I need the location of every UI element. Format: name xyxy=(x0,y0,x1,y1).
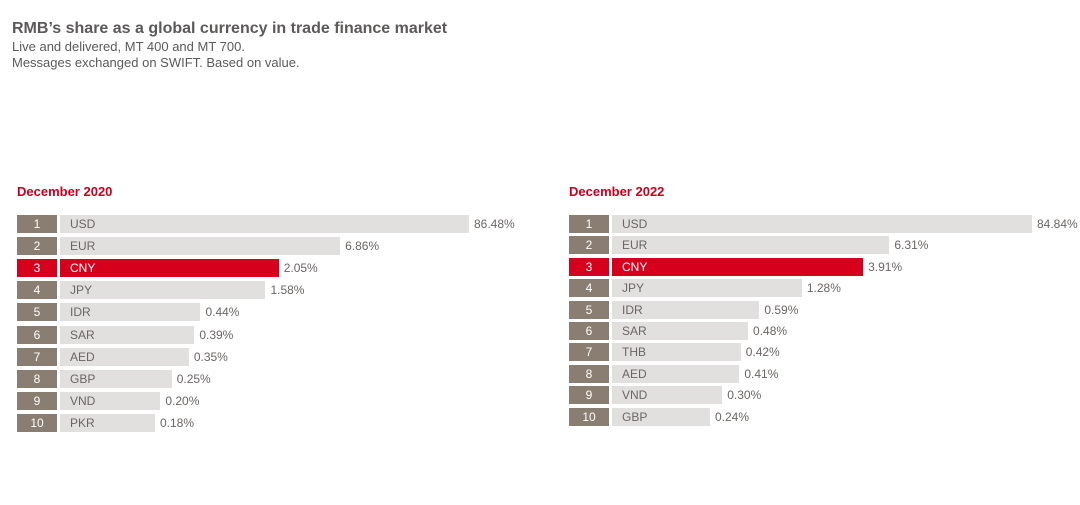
value-label: 2.05% xyxy=(283,261,318,276)
bar xyxy=(612,300,760,319)
category-label: GBP xyxy=(622,409,648,424)
rank-label: 1 xyxy=(17,215,57,233)
rank-label: 10 xyxy=(17,413,57,432)
value-label: 0.39% xyxy=(199,327,234,342)
bar-rows: 1 USD 86.48% 2 EUR 6.86% 3 CNY 2.05% 4 JPY 1.58% 5 ID… xyxy=(17,215,515,432)
rank-label: 8 xyxy=(569,364,609,383)
rank-label: 8 xyxy=(17,369,57,388)
value-label: 6.86% xyxy=(345,239,380,254)
category-label: SAR xyxy=(70,327,95,342)
bar xyxy=(612,364,740,383)
category-label: THB xyxy=(622,345,646,360)
value-label: 0.41% xyxy=(744,366,779,381)
category-label: IDR xyxy=(622,302,643,317)
rank-label: 1 xyxy=(569,215,609,233)
category-label: PKR xyxy=(70,415,95,430)
bar xyxy=(612,257,864,276)
bar-rows: 1 USD 84.84% 2 EUR 6.31% 3 CNY 3.91% 4 JPY 1.28% 5 ID… xyxy=(569,215,1078,426)
category-label: IDR xyxy=(70,305,91,320)
rank-label: 3 xyxy=(17,259,57,278)
value-label: 1.58% xyxy=(270,283,305,298)
value-label: 86.48% xyxy=(474,217,515,231)
rank-label: 9 xyxy=(569,386,609,405)
category-label: VND xyxy=(622,388,648,403)
rank-label: 5 xyxy=(569,300,609,319)
bar xyxy=(60,281,266,300)
bar xyxy=(60,237,341,256)
value-label: 0.18% xyxy=(160,415,195,430)
rank-label: 4 xyxy=(569,279,609,298)
chart-title: RMB’s share as a global currency in trad… xyxy=(12,20,448,37)
value-label: 1.28% xyxy=(806,281,841,296)
value-label: 0.42% xyxy=(745,345,780,360)
rank-label: 3 xyxy=(569,257,609,276)
bar xyxy=(60,369,172,388)
rank-label: 9 xyxy=(17,391,57,410)
bar xyxy=(612,279,802,298)
category-label: AED xyxy=(622,366,647,381)
value-label: 3.91% xyxy=(868,259,903,274)
value-label: 84.84% xyxy=(1037,217,1078,231)
bar xyxy=(612,343,741,362)
rank-label: 7 xyxy=(17,347,57,366)
category-label: CNY xyxy=(70,261,96,276)
panel-december-2022: December 2022 1 USD 84.84% 2 EUR 6.31% 3 CNY 3.9… xyxy=(569,183,1078,426)
bar xyxy=(612,407,710,426)
value-label: 0.25% xyxy=(176,371,211,386)
category-label: USD xyxy=(622,217,648,231)
bar xyxy=(60,347,189,366)
rank-label: 5 xyxy=(17,303,57,322)
panel-december-2020: December 2020 1 USD 86.48% 2 EUR 6.86% 3 CNY 2.0… xyxy=(17,183,515,432)
bar xyxy=(60,325,195,344)
chart-header: RMB’s share as a global currency in trad… xyxy=(12,19,447,71)
category-label: GBP xyxy=(70,371,96,386)
value-label: 0.59% xyxy=(764,302,799,317)
category-label: EUR xyxy=(622,238,648,253)
category-label: JPY xyxy=(70,283,93,298)
rank-label: 4 xyxy=(17,281,57,300)
value-label: 0.20% xyxy=(165,393,200,408)
bar xyxy=(60,391,161,410)
category-label: AED xyxy=(70,349,95,364)
value-label: 0.30% xyxy=(727,388,762,403)
chart-subtitle-line1: Live and delivered, MT 400 and MT 700. xyxy=(12,39,245,54)
rank-label: 2 xyxy=(569,236,609,255)
bar xyxy=(612,386,723,405)
rank-label: 10 xyxy=(569,407,609,426)
bar xyxy=(60,259,279,278)
panel-title: December 2022 xyxy=(569,184,665,199)
bar xyxy=(612,236,890,255)
category-label: JPY xyxy=(622,281,645,296)
bar xyxy=(612,322,749,340)
rank-label: 7 xyxy=(569,343,609,362)
category-label: USD xyxy=(70,217,96,231)
value-label: 0.48% xyxy=(753,324,788,338)
panel-title: December 2020 xyxy=(17,184,113,199)
category-label: EUR xyxy=(70,239,96,254)
category-label: SAR xyxy=(622,324,647,338)
bar xyxy=(612,215,1032,233)
category-label: VND xyxy=(70,393,96,408)
bar xyxy=(60,215,469,233)
value-label: 0.24% xyxy=(715,409,750,424)
rank-label: 6 xyxy=(569,322,609,340)
value-label: 0.44% xyxy=(205,305,240,320)
category-label: CNY xyxy=(622,259,648,274)
chart-subtitle-line2: Messages exchanged on SWIFT. Based on va… xyxy=(12,55,300,70)
value-label: 6.31% xyxy=(894,238,929,253)
rank-label: 6 xyxy=(17,325,57,344)
bar xyxy=(60,303,201,322)
value-label: 0.35% xyxy=(193,349,228,364)
rank-label: 2 xyxy=(17,237,57,256)
bar xyxy=(60,413,155,432)
